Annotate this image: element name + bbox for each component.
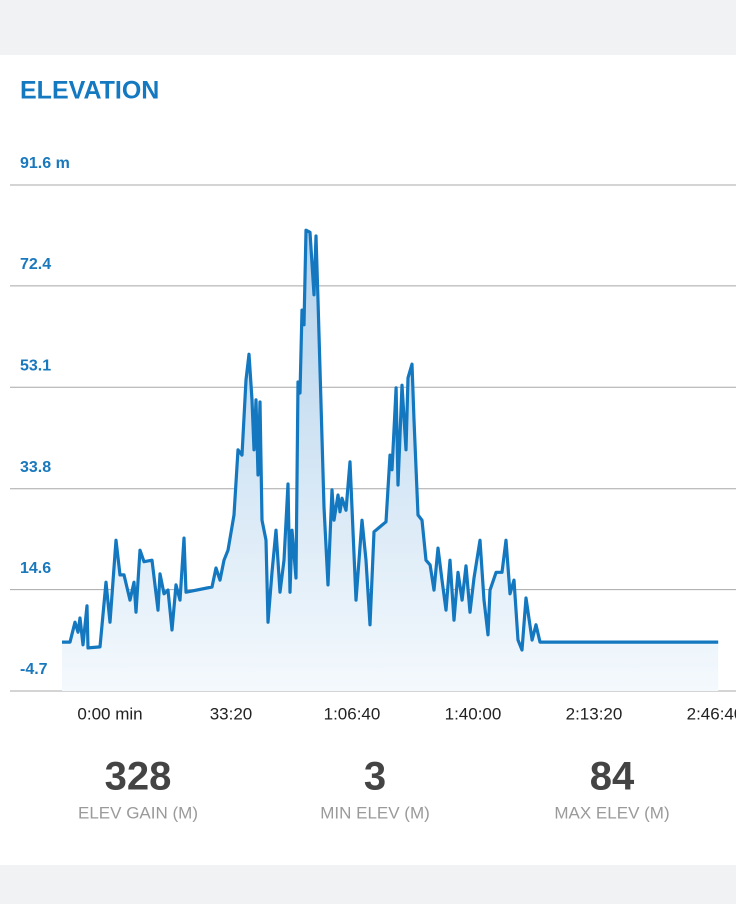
stat-label: MIN ELEV (M) [320,803,430,822]
x-tick-label: 33:20 [210,704,253,723]
y-tick-label: 53.1 [20,358,51,375]
y-tick-label: 91.6 m [20,155,70,172]
stat-value: 328 [105,755,172,799]
line [62,228,719,652]
card [0,55,736,865]
y-tick-label: 14.6 [20,560,51,577]
chart-title: ELEVATION [20,77,159,105]
stat-value: 3 [364,755,386,799]
stat-value: 84 [590,755,635,799]
x-tick-label: 0:00 min [77,704,142,723]
x-tick-label: 2:46:40 [687,704,736,723]
x-tick-label: 1:40:00 [445,704,502,723]
stat-label: MAX ELEV (M) [554,803,669,822]
stat-label: ELEV GAIN (M) [78,803,198,822]
y-tick-label: -4.7 [20,661,48,678]
y-tick-label: 33.8 [20,459,51,476]
y-tick-label: 72.4 [20,256,51,273]
x-tick-label: 1:06:40 [324,704,381,723]
x-tick-label: 2:13:20 [566,704,623,723]
